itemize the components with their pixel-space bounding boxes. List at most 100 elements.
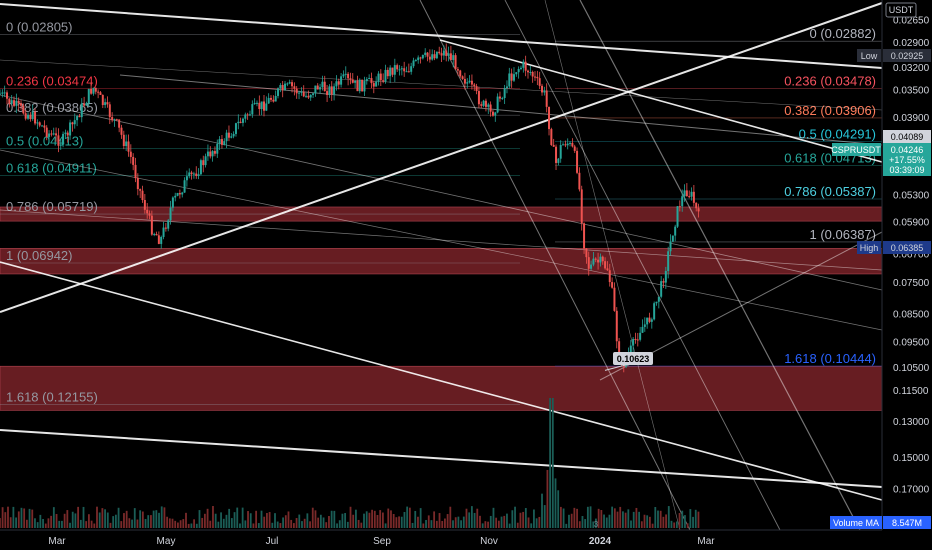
high-badge-value-bg (883, 241, 931, 254)
volume-bar (177, 522, 179, 528)
candle-body (213, 151, 216, 154)
candle-body (262, 101, 265, 111)
volume-bar (150, 515, 152, 528)
volume-bar (452, 520, 454, 528)
candle-body (202, 160, 205, 166)
candle-body (461, 76, 464, 79)
candle-body (580, 189, 583, 224)
volume-bar (260, 510, 263, 528)
volume-bar (675, 521, 678, 528)
volume-bar (42, 518, 44, 528)
trendline (0, 429, 883, 488)
volume-bar (646, 515, 649, 528)
volume-bar (52, 507, 55, 528)
volume-bar (160, 506, 163, 528)
candle-body (57, 135, 60, 146)
volume-label-bg (830, 516, 882, 529)
candle-body (132, 156, 135, 165)
candle-body (545, 90, 548, 107)
volume-bar (301, 521, 303, 528)
candle-body (104, 102, 107, 106)
candle-body (454, 55, 457, 70)
candle-body (48, 133, 51, 137)
candle-body (274, 95, 277, 102)
candle-body (293, 86, 296, 89)
volume-bar (506, 513, 508, 528)
volume-bar (349, 506, 352, 528)
candle-body (164, 227, 167, 229)
candle-body (120, 127, 123, 135)
candle-body (85, 103, 88, 106)
candle-body (92, 87, 95, 94)
candle-body (190, 172, 193, 175)
volume-bar (565, 523, 568, 528)
volume-bar (55, 513, 58, 528)
candle-body (526, 70, 529, 73)
volume-bar (31, 509, 34, 528)
candle-body (559, 144, 562, 159)
volume-bar (600, 510, 603, 528)
volume-bar (166, 516, 169, 528)
candle-body (531, 71, 534, 77)
candle-body (601, 256, 604, 262)
volume-bar (384, 523, 387, 528)
volume-bar (0, 518, 1, 528)
candle-body (445, 50, 448, 56)
volume-bar (578, 521, 581, 528)
volume-label: Volume MA (833, 518, 879, 528)
low-badge-label: Low (861, 51, 878, 61)
currency-badge[interactable] (885, 2, 917, 18)
volume-bar (692, 516, 694, 528)
candle-body (305, 95, 308, 97)
volume-bar (360, 522, 363, 528)
candle-body (223, 141, 226, 145)
time-axis[interactable]: Mar May Jul Sep Nov 2024 Mar 3 (0, 520, 932, 550)
candle-body (97, 91, 100, 93)
trendline (0, 59, 883, 111)
trendline (0, 209, 883, 271)
candle-body (174, 195, 177, 198)
volume-bar (406, 506, 409, 528)
volume-bar (390, 510, 392, 528)
currency-label: USDT (889, 5, 914, 15)
candle-body (510, 73, 513, 81)
candle-body (246, 114, 249, 116)
candle-body (302, 91, 305, 97)
candle-body (569, 142, 572, 144)
volume-bar (255, 510, 258, 528)
candle-body (571, 142, 574, 147)
volume-bar (136, 519, 139, 528)
volume-bar (338, 520, 341, 528)
candle-body (281, 85, 284, 91)
volume-bar (487, 521, 489, 528)
price-axis[interactable]: 0.026500.029000.032000.035000.039000.043… (881, 0, 932, 550)
volume-bar (123, 513, 125, 528)
volume-bar (144, 518, 147, 528)
volume-bar (419, 508, 422, 528)
candle-body (181, 192, 184, 195)
candle-body (108, 104, 111, 118)
candle-body (99, 92, 102, 95)
volume-bar (387, 508, 390, 528)
candle-body (143, 199, 146, 210)
volume-bar (444, 518, 446, 528)
volume-bar (514, 506, 516, 528)
candle-body (73, 120, 76, 125)
volume-bar (4, 512, 7, 528)
price-tick: 0.05900 (893, 217, 930, 228)
candle-body (94, 87, 97, 92)
volume-bar (39, 514, 42, 528)
candle-body (328, 86, 331, 96)
candle-body (697, 208, 700, 212)
volume-bar (290, 519, 293, 528)
candle-body (50, 133, 53, 135)
candle-body (615, 310, 618, 342)
volume-bar (352, 514, 355, 528)
candle-body (428, 56, 431, 60)
candle-body (10, 100, 13, 104)
candle-body (552, 144, 555, 147)
volume-bar (449, 506, 452, 528)
current-price-badge: CSPRUSDT 0.04246 +17.55% 03:39:09 (831, 143, 931, 176)
price-annotation[interactable]: 0.10623 (613, 352, 653, 365)
